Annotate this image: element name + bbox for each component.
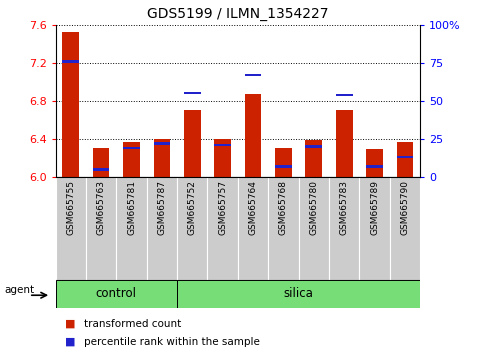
Bar: [154, 142, 170, 145]
Bar: [177, 280, 420, 308]
Text: GSM665752: GSM665752: [188, 180, 197, 235]
Bar: [123, 147, 140, 149]
Bar: [298, 177, 329, 280]
Title: GDS5199 / ILMN_1354227: GDS5199 / ILMN_1354227: [147, 7, 328, 21]
Bar: [366, 149, 383, 177]
Bar: [208, 177, 238, 280]
Bar: [275, 148, 292, 177]
Bar: [62, 60, 79, 63]
Text: GSM665781: GSM665781: [127, 180, 136, 235]
Bar: [62, 33, 79, 177]
Bar: [336, 93, 353, 96]
Bar: [366, 165, 383, 167]
Text: GSM665768: GSM665768: [279, 180, 288, 235]
Bar: [397, 142, 413, 177]
Bar: [336, 110, 353, 177]
Text: control: control: [96, 287, 137, 300]
Text: percentile rank within the sample: percentile rank within the sample: [84, 337, 259, 347]
Bar: [329, 177, 359, 280]
Text: GSM665764: GSM665764: [249, 180, 257, 235]
Text: ■: ■: [65, 337, 76, 347]
Bar: [238, 177, 268, 280]
Bar: [275, 165, 292, 167]
Bar: [397, 156, 413, 158]
Bar: [56, 280, 177, 308]
Bar: [147, 177, 177, 280]
Bar: [390, 177, 420, 280]
Bar: [123, 142, 140, 177]
Text: ■: ■: [65, 319, 76, 329]
Bar: [305, 140, 322, 177]
Bar: [214, 144, 231, 146]
Text: GSM665763: GSM665763: [97, 180, 106, 235]
Bar: [116, 177, 147, 280]
Bar: [359, 177, 390, 280]
Bar: [305, 145, 322, 148]
Bar: [214, 139, 231, 177]
Bar: [245, 74, 261, 76]
Text: silica: silica: [284, 287, 313, 300]
Text: GSM665755: GSM665755: [66, 180, 75, 235]
Bar: [93, 148, 110, 177]
Bar: [86, 177, 116, 280]
Text: GSM665757: GSM665757: [218, 180, 227, 235]
Text: transformed count: transformed count: [84, 319, 181, 329]
Text: GSM665783: GSM665783: [340, 180, 349, 235]
Text: GSM665787: GSM665787: [157, 180, 167, 235]
Text: GSM665790: GSM665790: [400, 180, 410, 235]
Bar: [184, 92, 200, 95]
Bar: [177, 177, 208, 280]
Bar: [93, 168, 110, 171]
Text: GSM665789: GSM665789: [370, 180, 379, 235]
Text: agent: agent: [4, 285, 35, 295]
Bar: [268, 177, 298, 280]
Bar: [56, 177, 86, 280]
Text: GSM665780: GSM665780: [309, 180, 318, 235]
Bar: [154, 139, 170, 177]
Bar: [184, 110, 200, 177]
Bar: [245, 94, 261, 177]
